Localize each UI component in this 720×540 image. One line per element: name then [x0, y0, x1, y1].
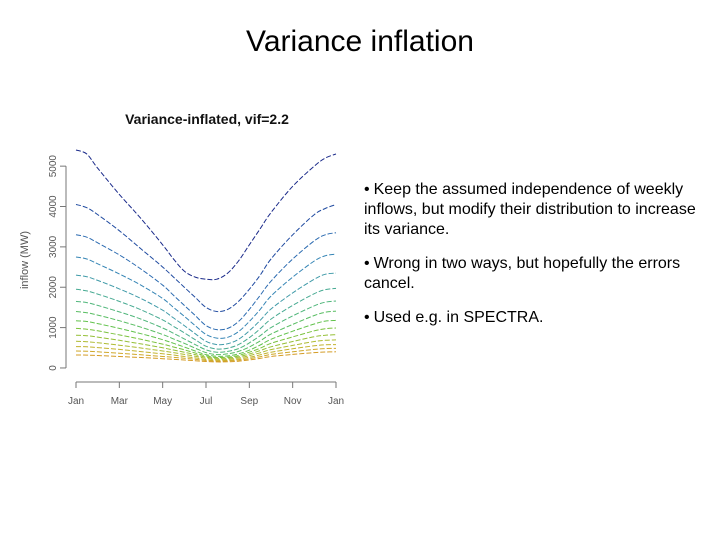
y-tick-label: 2000 — [48, 276, 59, 299]
bullet-symbol: • — [364, 181, 370, 198]
x-tick-label: Jan — [68, 396, 84, 407]
bullet-text: Used e.g. in SPECTRA. — [373, 309, 544, 326]
x-tick-label: Jul — [200, 396, 213, 407]
y-tick-label: 3000 — [48, 235, 59, 258]
bullet-symbol: • — [364, 309, 370, 326]
x-tick-label: Nov — [284, 396, 302, 407]
bullet-symbol: • — [364, 255, 370, 272]
series-line-11 — [75, 334, 337, 359]
series-line-10 — [75, 327, 337, 359]
y-tick-label: 1000 — [48, 316, 59, 339]
series-line-6 — [75, 287, 337, 350]
bullet-item: • Keep the assumed independence of weekly… — [364, 180, 716, 240]
inflow-line-chart: Variance-inflated, vif=2.2 0 1000 2000 3000… — [19, 111, 344, 407]
x-tick-label: Sep — [240, 396, 258, 407]
series-line-4 — [75, 253, 337, 339]
series-line-1 — [75, 149, 337, 281]
x-tick-label: Mar — [111, 396, 129, 407]
y-axis-label: inflow (MW) — [19, 231, 31, 289]
series-line-13 — [75, 344, 337, 361]
chart-title: Variance-inflated, vif=2.2 — [125, 111, 289, 127]
series-line-7 — [75, 300, 337, 353]
x-tick-label: May — [153, 396, 172, 407]
series-line-2 — [75, 204, 337, 313]
slide-title: Variance inflation — [246, 25, 474, 58]
bullet-list: • Keep the assumed independence of weekly… — [364, 180, 716, 342]
series-line-14 — [75, 347, 337, 362]
series-line-8 — [75, 310, 337, 356]
series-line-12 — [75, 339, 337, 360]
y-axis: 0 1000 2000 3000 4000 5000 — [48, 155, 67, 371]
bullet-text: Wrong in two ways, but hopefully the err… — [364, 255, 681, 292]
y-tick-label: 4000 — [48, 195, 59, 218]
x-axis: Jan Mar May Jul Sep Nov Jan — [68, 381, 344, 407]
series-line-9 — [75, 319, 337, 357]
bullet-item: • Used e.g. in SPECTRA. — [364, 308, 716, 328]
series-line-15 — [75, 351, 337, 363]
y-tick-label: 5000 — [48, 155, 59, 178]
x-tick-label: Jan — [328, 396, 344, 407]
bullet-item: • Wrong in two ways, but hopefully the er… — [364, 254, 716, 294]
series-line-3 — [75, 232, 337, 331]
series-lines — [75, 149, 337, 363]
bullet-text: Keep the assumed independence of weekly … — [364, 181, 696, 238]
y-tick-label: 0 — [48, 365, 59, 371]
